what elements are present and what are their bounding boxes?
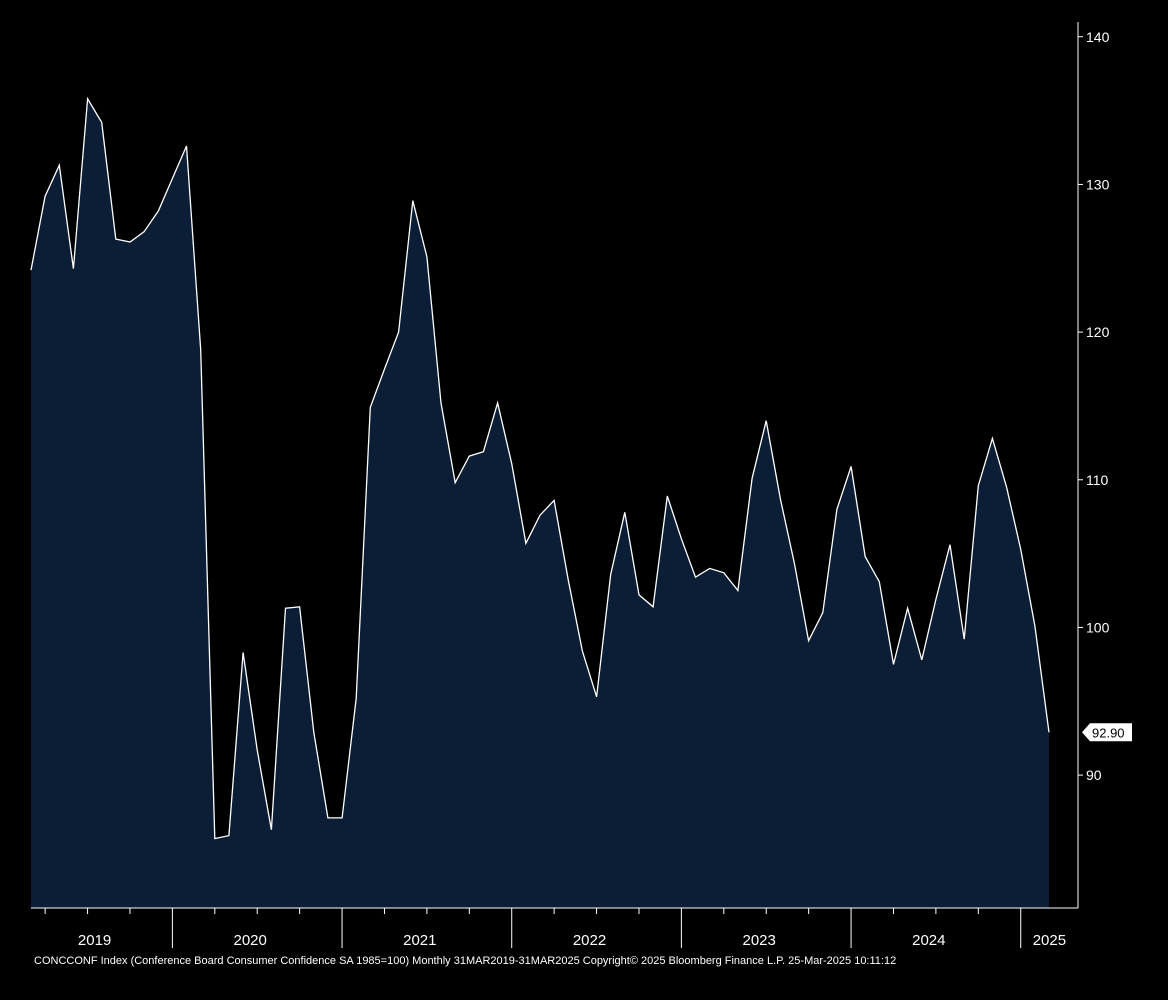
x-tick-label: 2021 [403, 932, 436, 949]
x-tick-label: 2020 [234, 932, 267, 949]
x-tick-label: 2025 [1033, 932, 1066, 949]
y-tick-label: 100 [1086, 619, 1110, 635]
last-value-label: 92.90 [1092, 725, 1125, 740]
series-area [31, 98, 1049, 909]
x-tick-label: 2024 [912, 932, 945, 949]
y-tick-label: 130 [1086, 176, 1110, 192]
x-tick-label: 2023 [743, 932, 776, 949]
last-value-marker [1082, 723, 1132, 742]
footer-source-text: CONCCONF Index (Conference Board Consume… [34, 955, 896, 967]
x-tick-label: 2019 [78, 932, 111, 949]
x-tick-label: 2022 [573, 932, 606, 949]
y-tick-label: 120 [1086, 324, 1110, 340]
y-tick-label: 140 [1086, 29, 1110, 45]
y-tick-label: 90 [1086, 767, 1102, 783]
y-tick-label: 110 [1086, 472, 1109, 488]
